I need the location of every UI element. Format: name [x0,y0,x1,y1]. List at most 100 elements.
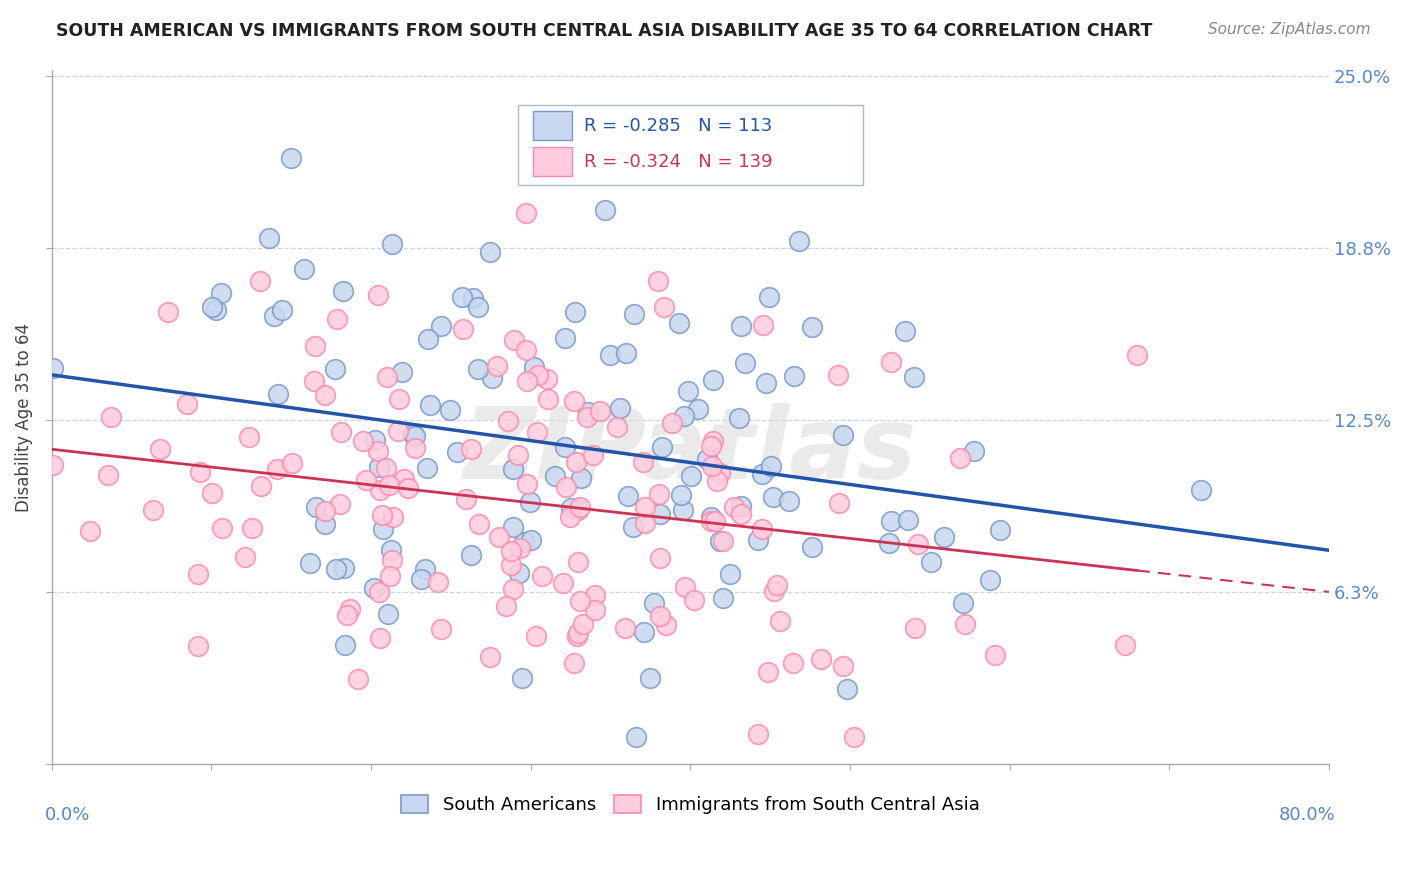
Point [673,409,696,424]
Point [1126,348,1149,362]
Point [700,509,723,524]
Point [560,500,582,515]
Point [668,316,690,330]
Point [702,373,724,387]
Point [97,467,120,482]
Point [555,480,578,494]
Point [211,521,233,535]
Point [984,648,1007,662]
Point [496,414,519,428]
Point [387,425,409,439]
Point [510,671,533,685]
Point [647,274,669,288]
Point [837,681,859,696]
Point [502,333,524,347]
FancyBboxPatch shape [533,147,572,177]
Point [747,727,769,741]
Y-axis label: Disability Age 35 to 64: Disability Age 35 to 64 [15,323,32,512]
Point [718,566,741,581]
Point [481,370,503,384]
Point [609,401,631,415]
Point [209,285,232,300]
Point [755,376,778,391]
Point [392,472,415,486]
Point [304,339,326,353]
Point [354,473,377,487]
Point [571,471,593,485]
FancyBboxPatch shape [533,111,572,140]
Point [339,601,361,615]
Point [149,442,172,456]
Point [778,493,800,508]
Point [747,533,769,547]
Point [499,558,522,573]
Point [894,324,917,338]
Point [671,488,693,502]
Point [371,508,394,522]
Point [536,372,558,386]
Point [495,599,517,614]
Point [426,574,449,589]
Point [558,510,581,524]
Point [782,656,804,670]
Point [626,730,648,744]
Point [352,434,374,448]
Point [454,492,477,507]
Point [756,665,779,679]
Point [765,577,787,591]
Point [920,555,942,569]
Point [467,362,489,376]
Point [502,462,524,476]
Point [488,530,510,544]
Point [647,487,669,501]
Point [266,461,288,475]
Point [516,374,538,388]
Point [325,562,347,576]
Point [709,466,731,480]
Point [907,537,929,551]
Point [467,300,489,314]
Point [686,401,709,416]
Text: 80.0%: 80.0% [1278,805,1336,824]
Point [623,307,645,321]
Point [519,533,541,547]
Point [461,291,484,305]
Point [375,369,398,384]
Point [676,384,699,399]
Point [329,497,352,511]
Point [530,568,553,582]
Point [703,515,725,529]
Point [347,672,370,686]
Point [460,548,482,562]
Point [299,557,322,571]
Point [681,468,703,483]
Point [595,203,617,218]
Point [581,449,603,463]
Point [501,544,523,558]
Point [631,455,654,469]
Point [655,618,678,632]
Point [367,585,389,599]
Point [508,566,530,581]
Point [233,550,256,565]
Point [569,500,592,515]
Point [952,596,974,610]
Point [711,534,734,549]
Point [439,403,461,417]
Point [730,507,752,521]
Point [955,616,977,631]
FancyBboxPatch shape [517,104,863,185]
Point [949,450,972,465]
Point [176,397,198,411]
Point [502,582,524,596]
Point [567,625,589,640]
Point [800,320,823,334]
Point [831,428,853,442]
Point [396,481,419,495]
Point [828,496,851,510]
Point [419,398,441,412]
Point [904,621,927,635]
Point [613,621,636,635]
Point [762,490,785,504]
Point [451,322,474,336]
